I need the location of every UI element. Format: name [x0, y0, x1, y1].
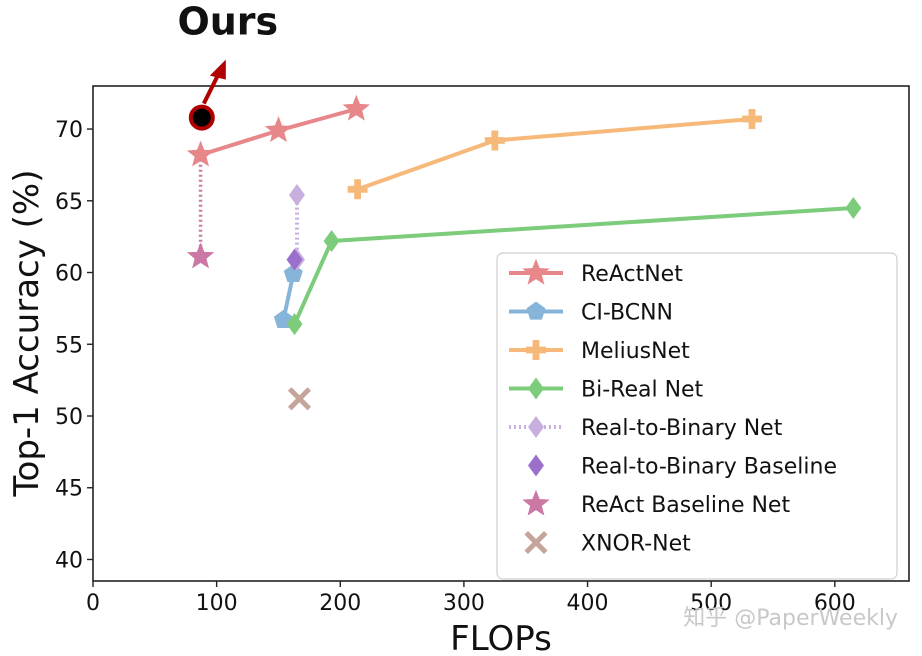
ours-arrow-shaft: [202, 74, 220, 105]
y-tick-label: 55: [55, 333, 83, 358]
watermark: 知乎 @PaperWeekly: [683, 606, 898, 631]
reactnet-point: [264, 116, 293, 143]
y-tick-label: 50: [55, 405, 83, 430]
x-tick-label: 400: [567, 591, 609, 616]
reactnet-point: [186, 140, 215, 167]
legend-label-xnor-net: XNOR-Net: [581, 532, 691, 557]
legend-marker-xnor-net: [524, 530, 548, 555]
x-tick-label: 500: [690, 591, 732, 616]
legend-marker-real-to-binary-net: [528, 416, 544, 438]
y-tick-label: 45: [55, 477, 83, 502]
legend-marker-react-baseline-net: [522, 489, 550, 516]
real-to-binary-net-point: [289, 184, 305, 207]
y-axis-label: Top-1 Accuracy (%): [7, 170, 47, 498]
legend-marker-bi-real-net: [528, 377, 544, 400]
legend-marker-meliusnet: [526, 340, 546, 360]
legend-label-real-to-binary-baseline: Real-to-Binary Baseline: [581, 455, 837, 480]
legend-box: [496, 252, 898, 580]
y-tick-label: 65: [55, 190, 83, 215]
x-tick-label: 600: [814, 591, 856, 616]
legend-marker-ci-bcnn: [526, 301, 546, 320]
legend-marker-reactnet: [522, 258, 550, 285]
x-tick-label: 100: [196, 591, 238, 616]
meliusnet-point: [741, 109, 762, 129]
xnor-net-point: [287, 387, 312, 411]
legend-label-real-to-binary-net: Real-to-Binary Net: [581, 416, 783, 441]
y-tick-label: 70: [55, 118, 83, 143]
bi-real-net-point: [323, 229, 340, 252]
legend-label-ci-bcnn: CI-BCNN: [581, 301, 673, 326]
legend-marker-real-to-binary-baseline: [528, 454, 544, 477]
meliusnet-point: [347, 179, 368, 200]
ours-arrow-head: [209, 59, 226, 80]
x-tick-label: 200: [319, 591, 361, 616]
legend-label-meliusnet: MeliusNet: [581, 339, 690, 364]
meliusnet-line: [356, 117, 753, 192]
reactnet-point: [342, 94, 371, 121]
y-tick-label: 60: [55, 262, 83, 287]
real-to-binary-baseline-point: [286, 248, 303, 271]
bi-real-net-point: [286, 313, 303, 336]
bi-real-net-point: [845, 196, 862, 219]
x-tick-label: 300: [443, 591, 485, 616]
plot-frame: [92, 85, 910, 582]
x-tick-label: 0: [86, 591, 100, 616]
legend-label-bi-real-net: Bi-Real Net: [581, 378, 704, 403]
ours-point: [188, 104, 215, 131]
x-axis-label: FLOPs: [450, 619, 552, 656]
react-baseline-net-point: [186, 242, 215, 269]
legend-label-reactnet: ReActNet: [581, 262, 683, 287]
meliusnet-point: [484, 130, 505, 151]
legend-label-react-baseline-net: ReAct Baseline Net: [581, 493, 790, 518]
ours-label: Ours: [177, 0, 278, 44]
y-tick-label: 40: [55, 548, 83, 573]
